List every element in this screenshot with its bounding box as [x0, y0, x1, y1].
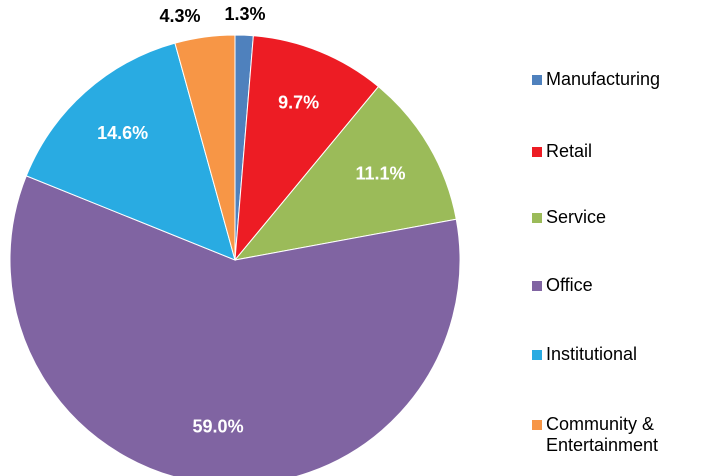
legend-label: Retail	[546, 141, 593, 161]
legend-label: Office	[546, 275, 593, 295]
legend-entry: Retail	[532, 141, 704, 162]
pie-slice	[9, 175, 461, 476]
pie-slice	[233, 85, 457, 261]
legend-label: Service	[546, 207, 607, 227]
legend-swatch	[532, 420, 542, 430]
legend-label: Community & Entertainment	[546, 414, 659, 455]
legend-swatch	[532, 281, 542, 291]
pie-slice	[174, 34, 236, 261]
legend-label: Manufacturing	[546, 69, 661, 89]
pie-slice	[234, 35, 380, 262]
data-label: 14.6%	[97, 123, 148, 143]
legend-label: Institutional	[546, 344, 638, 364]
legend-swatch	[532, 350, 542, 360]
data-label: 59.0%	[193, 417, 244, 437]
legend-entry: Institutional	[532, 344, 704, 365]
data-label: 1.3%	[224, 4, 265, 24]
data-label: 11.1%	[355, 163, 405, 183]
data-label: 4.3%	[159, 6, 200, 26]
data-label: 9.7%	[278, 92, 319, 112]
pie-slice	[25, 42, 236, 261]
legend-entry: Community & Entertainment	[532, 414, 704, 456]
legend-entry: Service	[532, 207, 704, 228]
legend-swatch	[532, 213, 542, 223]
legend-swatch	[532, 147, 542, 157]
legend-entry: Office	[532, 275, 704, 296]
legend-swatch	[532, 75, 542, 85]
legend-entry: Manufacturing	[532, 69, 704, 90]
